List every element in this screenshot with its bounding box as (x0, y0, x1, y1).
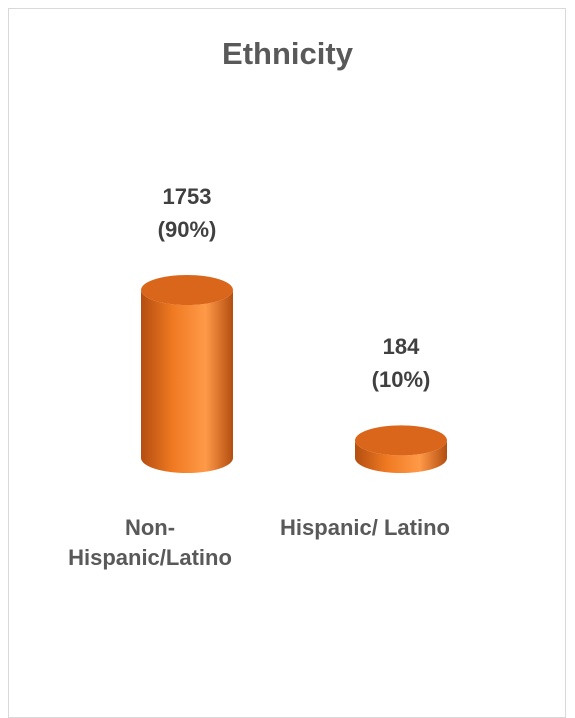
data-label-1: 184 (10%) (371, 334, 431, 393)
bar-top-1 (355, 425, 447, 456)
category-label-0: Non- Hispanic/Latino (68, 515, 232, 570)
chart-title: Ethnicity (222, 36, 353, 71)
bar-0 (141, 290, 233, 473)
bar-top-0 (141, 275, 233, 305)
chart-frame (8, 8, 566, 718)
data-label-0: 1753 (90%) (157, 184, 217, 242)
bar-1 (355, 440, 447, 473)
category-label-1: Hispanic/ Latino (280, 515, 450, 540)
